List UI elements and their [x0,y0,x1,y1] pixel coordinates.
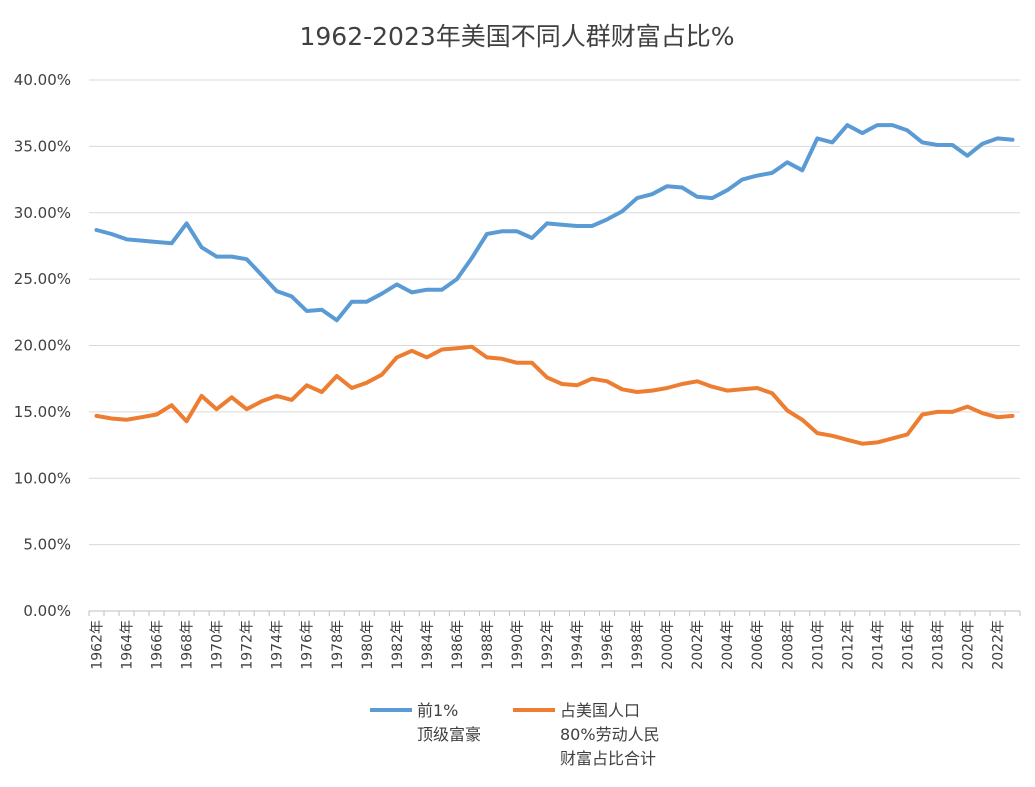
y-axis-ticks: 0.00% 5.00% 10.00% 15.00% 20.00% 25.00% 30.00%… [14,71,71,620]
x-tick-label: 2002年 [690,620,706,670]
series-line-2 [94,344,1015,446]
x-tick-label: 2010年 [810,620,826,670]
x-tick-label: 1988年 [480,620,496,670]
x-tick-label: 1962年 [90,620,106,670]
legend-label-2: 财富占比合计 [560,749,656,768]
y-tick-label: 0.00% [23,602,71,620]
x-tick-label: 1994年 [570,620,586,670]
x-tick-label: 1968年 [180,620,196,670]
x-tick-label: 1992年 [540,620,556,670]
x-tick-label: 2006年 [750,620,766,670]
legend-label-2: 80%劳动人民 [560,725,660,744]
x-tick-label: 2022年 [990,620,1006,670]
x-tick-label: 1990年 [510,620,526,670]
x-tick-label: 1984年 [420,620,436,670]
y-tick-label: 30.00% [14,204,71,222]
chart-title: 1962-2023年美国不同人群财富占比% [299,22,734,51]
x-tick-label: 1972年 [240,620,256,670]
x-tick-label: 1966年 [150,620,166,670]
x-tick-label: 2012年 [840,620,856,670]
y-tick-label: 15.00% [14,403,71,421]
y-tick-label: 5.00% [23,536,71,554]
gridlines [89,79,1020,612]
x-axis-ticks: 1962年 1964年 1966年 1968年 1970年 1972年 1974年 1976年… [88,611,1021,670]
y-tick-label: 10.00% [14,469,71,487]
legend-label-2: 占美国人口 [560,701,640,720]
x-tick-label: 2016年 [900,620,916,670]
x-tick-label: 1982年 [390,620,406,670]
y-tick-label: 40.00% [14,71,71,89]
x-tick-label: 1986年 [450,620,466,670]
series-lines [94,123,1015,446]
x-tick-label: 1964年 [120,620,136,670]
x-tick-label: 1976年 [300,620,316,670]
series-line-1 [94,123,1015,323]
x-tick-label: 2018年 [930,620,946,670]
x-tick-label: 1996年 [600,620,616,670]
y-tick-label: 20.00% [14,337,71,355]
legend-label-1: 前1% [417,701,458,720]
x-tick-label: 1980年 [360,620,376,670]
x-tick-label: 2000年 [660,620,676,670]
x-tick-label: 2014年 [870,620,886,670]
x-tick-label: 1978年 [330,620,346,670]
y-tick-label: 25.00% [14,270,71,288]
x-tick-label: 1998年 [630,620,646,670]
x-tick-label: 1974年 [270,620,286,670]
x-tick-label: 1970年 [210,620,226,670]
x-tick-label: 2004年 [720,620,736,670]
legend-label-1: 顶级富豪 [417,725,481,744]
x-tick-label: 2020年 [960,620,976,670]
x-tick-label: 2008年 [780,620,796,670]
y-tick-label: 35.00% [14,137,71,155]
